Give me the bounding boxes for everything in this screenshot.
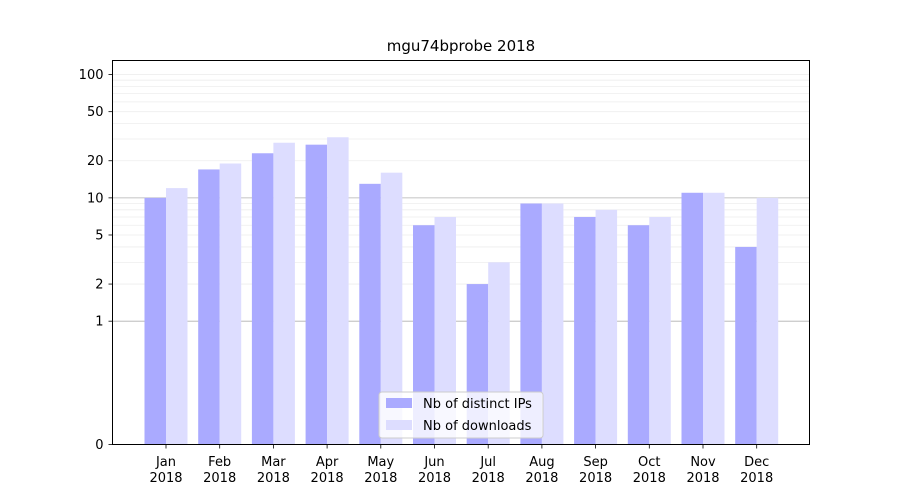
x-tick-label-year: 2018 — [525, 471, 558, 486]
x-tick-label-month: Mar — [261, 455, 286, 470]
legend-label-downloads: Nb of downloads — [423, 419, 532, 434]
x-tick-label-year: 2018 — [740, 471, 773, 486]
x-tick-label-month: Jan — [155, 455, 176, 470]
y-tick-label: 5 — [95, 228, 103, 243]
bars — [144, 137, 779, 445]
x-tick-label-month: Feb — [208, 455, 231, 470]
bar-downloads-feb — [219, 163, 242, 445]
y-tick-label: 10 — [87, 191, 104, 206]
bar-distinct-ips-feb — [198, 169, 220, 445]
x-tick-label-month: Dec — [744, 455, 769, 470]
x-tick-label-month: May — [367, 455, 394, 470]
y-tick-label: 1 — [95, 315, 103, 330]
bar-distinct-ips-apr — [305, 144, 328, 445]
y-tick-label: 20 — [87, 154, 104, 169]
x-tick-label-month: Jul — [479, 455, 496, 470]
x-tick-label-month: Oct — [638, 455, 660, 470]
x-tick-label-year: 2018 — [633, 471, 666, 486]
y-axis: 0 1 2 5 10 20 50 100 — [79, 68, 113, 453]
x-tick-label-month: Jun — [423, 455, 444, 470]
bar-downloads-aug — [541, 203, 564, 445]
x-tick-label-month: Sep — [583, 455, 608, 470]
x-tick-label-year: 2018 — [472, 471, 505, 486]
bar-distinct-ips-jan — [144, 197, 166, 445]
bar-downloads-jan — [166, 188, 188, 445]
x-axis: Jan2018Feb2018Mar2018Apr2018May2018Jun20… — [149, 444, 773, 486]
bar-distinct-ips-nov — [681, 192, 703, 445]
bar-distinct-ips-aug — [520, 203, 542, 445]
x-tick-label-year: 2018 — [311, 471, 344, 486]
x-tick-label-year: 2018 — [203, 471, 236, 486]
bar-downloads-jun — [434, 216, 456, 445]
x-tick-label-month: Nov — [690, 455, 716, 470]
legend: Nb of distinct IPs Nb of downloads — [378, 391, 544, 439]
bar-downloads-oct — [649, 216, 671, 445]
x-tick-label-month: Aug — [529, 455, 554, 470]
legend-label-distinct-ips: Nb of distinct IPs — [423, 397, 532, 412]
bar-downloads-mar — [273, 142, 295, 445]
x-tick-label-year: 2018 — [686, 471, 719, 486]
chart-title: mgu74bprobe 2018 — [387, 37, 535, 55]
bar-distinct-ips-mar — [251, 153, 274, 445]
bar-distinct-ips-jun — [413, 225, 435, 445]
bar-downloads-apr — [327, 137, 349, 445]
y-tick-label: 50 — [87, 105, 104, 120]
x-tick-label-year: 2018 — [364, 471, 397, 486]
plot-frame — [112, 60, 810, 445]
y-tick-label: 2 — [95, 278, 103, 293]
bar-distinct-ips-oct — [627, 225, 650, 445]
y-tick-label: 0 — [95, 438, 103, 453]
x-tick-label-year: 2018 — [418, 471, 451, 486]
x-tick-label-year: 2018 — [149, 471, 182, 486]
bar-downloads-dec — [756, 197, 779, 445]
bar-downloads-may — [380, 172, 403, 445]
x-tick-label-month: Apr — [316, 455, 339, 470]
bar-distinct-ips-sep — [574, 216, 596, 445]
bar-distinct-ips-dec — [735, 246, 757, 445]
y-tick-label: 100 — [79, 68, 104, 83]
x-tick-label-year: 2018 — [257, 471, 290, 486]
bar-downloads-nov — [703, 192, 725, 445]
bar-distinct-ips-may — [359, 183, 381, 445]
x-tick-label-year: 2018 — [579, 471, 612, 486]
legend-swatch-downloads — [386, 420, 412, 430]
bar-downloads-sep — [595, 209, 618, 445]
legend-swatch-distinct-ips — [386, 398, 412, 408]
legend-box — [378, 391, 544, 439]
